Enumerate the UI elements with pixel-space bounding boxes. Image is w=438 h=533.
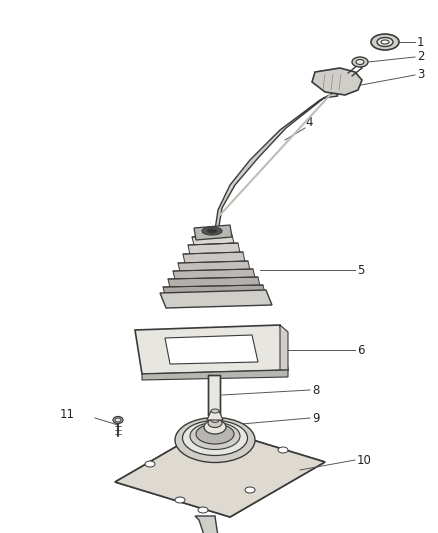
Text: 6: 6 — [357, 343, 364, 357]
Polygon shape — [115, 427, 325, 517]
Ellipse shape — [204, 420, 226, 434]
Ellipse shape — [175, 497, 185, 503]
Ellipse shape — [278, 447, 288, 453]
Polygon shape — [142, 370, 288, 380]
Ellipse shape — [198, 507, 208, 513]
Polygon shape — [135, 325, 288, 374]
Ellipse shape — [371, 34, 399, 50]
Ellipse shape — [145, 461, 155, 467]
Ellipse shape — [211, 409, 219, 413]
Text: 2: 2 — [417, 51, 424, 63]
Polygon shape — [183, 252, 245, 264]
Polygon shape — [207, 411, 223, 420]
Polygon shape — [188, 243, 240, 255]
Polygon shape — [312, 68, 362, 95]
Ellipse shape — [196, 424, 234, 444]
Polygon shape — [160, 290, 272, 308]
Polygon shape — [173, 269, 255, 280]
Ellipse shape — [190, 423, 240, 449]
Ellipse shape — [381, 40, 389, 44]
Polygon shape — [280, 325, 288, 370]
Text: 11: 11 — [60, 408, 75, 422]
Polygon shape — [195, 516, 220, 533]
Ellipse shape — [183, 421, 247, 456]
Ellipse shape — [175, 417, 255, 463]
Text: 1: 1 — [417, 36, 424, 49]
Text: 4: 4 — [305, 116, 312, 128]
Text: 8: 8 — [312, 384, 319, 397]
Text: 5: 5 — [357, 263, 364, 277]
Text: 3: 3 — [417, 69, 424, 82]
Ellipse shape — [208, 418, 222, 427]
Ellipse shape — [115, 418, 121, 422]
Polygon shape — [208, 375, 220, 415]
Polygon shape — [178, 261, 250, 272]
Ellipse shape — [207, 229, 217, 233]
Polygon shape — [165, 335, 258, 364]
Polygon shape — [115, 427, 325, 517]
Text: 10: 10 — [357, 454, 372, 466]
Ellipse shape — [202, 227, 222, 235]
Ellipse shape — [113, 416, 123, 424]
Polygon shape — [163, 285, 265, 295]
Ellipse shape — [245, 487, 255, 493]
Polygon shape — [215, 92, 338, 232]
Text: 9: 9 — [312, 411, 319, 424]
Ellipse shape — [352, 57, 368, 67]
Ellipse shape — [211, 417, 219, 423]
Polygon shape — [168, 277, 260, 288]
Polygon shape — [192, 235, 234, 245]
Ellipse shape — [377, 37, 393, 46]
Polygon shape — [194, 225, 232, 240]
Ellipse shape — [356, 60, 364, 64]
